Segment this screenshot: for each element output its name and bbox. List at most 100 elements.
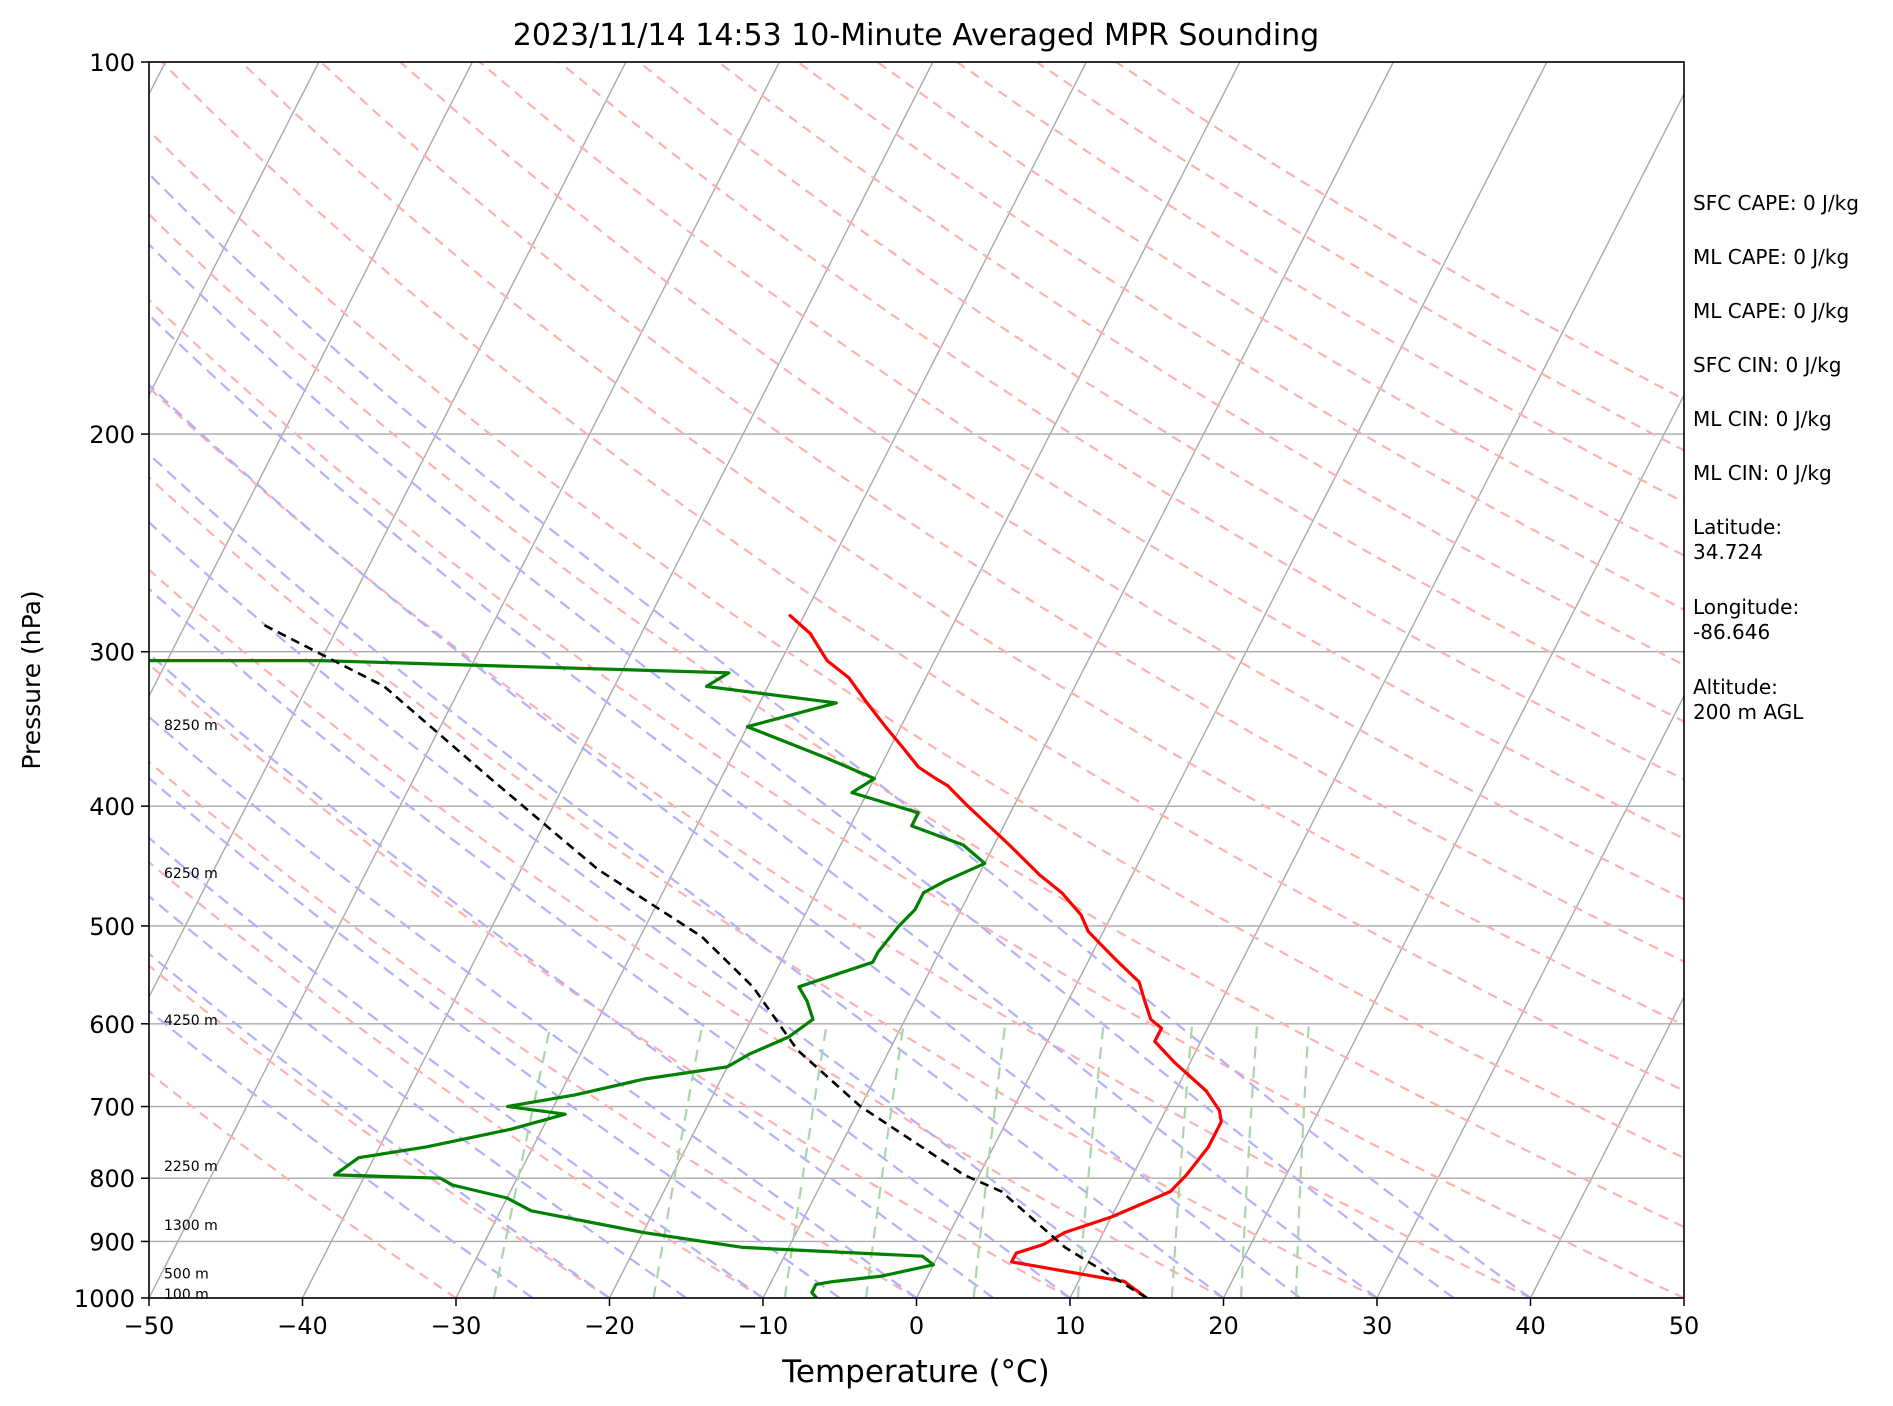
moist-adiabat-line: [149, 452, 1225, 1298]
x-tick-label: −30: [431, 1312, 482, 1340]
isotherm-line: [149, 62, 627, 999]
height-label: 2250 m: [164, 1159, 218, 1175]
stats-annotation: SFC CIN: 0 J/kg: [1693, 353, 1841, 377]
dry-adiabat-line: [797, 62, 1684, 611]
dry-adiabat-line: [161, 62, 1684, 1092]
stats-annotation-line: 34.724: [1693, 540, 1763, 564]
y-axis-label: Pressure (hPa): [17, 590, 46, 769]
isotherm-line: [149, 62, 320, 397]
stats-annotation-line: Longitude:: [1693, 595, 1799, 619]
x-axis-label: Temperature (°C): [781, 1354, 1050, 1390]
stats-annotation-line: ML CIN: 0 J/kg: [1693, 407, 1832, 431]
height-label: 8250 m: [164, 718, 218, 734]
mixing-ratio-line: [492, 1023, 552, 1298]
stats-annotation-line: -86.646: [1693, 620, 1770, 644]
stats-annotation: Longitude: -86.646: [1693, 595, 1799, 644]
stats-annotation: ML CIN: 0 J/kg: [1693, 407, 1832, 431]
y-axis-ticks: 100 200 300 400 500 600 700 800 900 1000: [74, 49, 149, 1313]
isotherm-line: [1222, 393, 1684, 1298]
dry-adiabat-line: [149, 386, 1531, 1298]
mixing-ratio-line: [1076, 1023, 1105, 1298]
isotherm-line: [608, 62, 1241, 1298]
stats-annotation-line: Altitude:: [1693, 675, 1778, 699]
dry-adiabat-line: [876, 62, 1684, 557]
y-tick-label: 500: [89, 913, 135, 941]
isotherm-line: [455, 62, 1087, 1298]
moist-adiabat-line: [149, 172, 1532, 1298]
y-tick-label: 700: [89, 1094, 135, 1122]
dry-adiabat-line: [149, 964, 611, 1298]
y-tick-label: 900: [89, 1228, 135, 1256]
mixing-ratio-line: [972, 1023, 1007, 1298]
dry-adiabat-line: [149, 212, 1684, 1229]
dry-adiabat-line: [149, 860, 764, 1298]
dry-adiabat-line: [558, 62, 1684, 781]
moist-adiabat-line: [149, 652, 994, 1298]
series-group: [149, 613, 1223, 1298]
x-tick-label: 50: [1669, 1312, 1700, 1340]
x-tick-label: 40: [1515, 1312, 1546, 1340]
y-tick-label: 200: [89, 421, 135, 449]
y-tick-label: 1000: [74, 1285, 135, 1313]
moist-adiabat-line: [149, 520, 1148, 1298]
isotherm-line: [1069, 92, 1684, 1298]
x-axis-ticks: −50 −40 −30 −20 −10 0 10 20 30 40 50: [124, 1298, 1700, 1340]
stats-annotations: SFC CAPE: 0 J/kg ML CAPE: 0 J/kg ML CAPE: …: [1693, 191, 1859, 724]
stats-annotation-line: 200 m AGL: [1693, 700, 1804, 724]
dry-adiabat-line: [320, 62, 1684, 963]
stats-annotation-line: SFC CIN: 0 J/kg: [1693, 353, 1841, 377]
dry-adiabat-line: [638, 62, 1684, 723]
dry-adiabat-line: [149, 298, 1684, 1298]
height-label: 6250 m: [164, 866, 218, 882]
x-tick-label: 0: [909, 1312, 924, 1340]
stats-annotation: Altitude: 200 m AGL: [1693, 675, 1804, 724]
x-tick-label: −50: [124, 1312, 175, 1340]
x-tick-label: 20: [1208, 1312, 1239, 1340]
stats-annotation: ML CIN: 0 J/kg: [1693, 461, 1832, 485]
isotherm-line: [762, 62, 1394, 1298]
dry-adiabat-line: [149, 568, 1225, 1298]
y-tick-label: 300: [89, 639, 135, 667]
x-tick-label: −40: [277, 1312, 328, 1340]
chart-title: 2023/11/14 14:53 10-Minute Averaged MPR …: [513, 18, 1319, 53]
isotherm-line: [1529, 995, 1684, 1298]
parcel-line: [261, 623, 1148, 1298]
height-label: 500 m: [164, 1266, 209, 1282]
stats-annotation-line: ML CAPE: 0 J/kg: [1693, 245, 1849, 269]
stats-annotation: ML CAPE: 0 J/kg: [1693, 245, 1849, 269]
stats-annotation-line: ML CAPE: 0 J/kg: [1693, 299, 1849, 323]
mixing-ratio-line: [652, 1023, 704, 1298]
temperature-line: [788, 613, 1223, 1298]
background-lines: [149, 62, 1684, 1298]
isotherm-line: [149, 62, 473, 698]
height-label: 4250 m: [164, 1013, 218, 1029]
dry-adiabat-line: [149, 662, 1071, 1298]
stats-annotation: ML CAPE: 0 J/kg: [1693, 299, 1849, 323]
stats-annotation: Latitude: 34.724: [1693, 515, 1782, 564]
height-labels: 100 m 500 m 1300 m 2250 m 4250 m 6250 m 8250 m: [164, 718, 218, 1303]
moist-adiabat-line: [149, 242, 1455, 1298]
dry-adiabat-line: [149, 129, 1684, 1160]
x-tick-label: 30: [1362, 1312, 1393, 1340]
height-label: 100 m: [164, 1287, 209, 1303]
height-label: 1300 m: [164, 1218, 218, 1234]
isotherm-line: [915, 62, 1548, 1298]
isotherm-line: [1376, 694, 1684, 1298]
x-tick-label: −10: [738, 1312, 789, 1340]
dewpoint-line: [149, 659, 987, 1298]
isotherm-line: [301, 62, 934, 1298]
moist-adiabat-line: [149, 587, 1071, 1298]
moist-adiabat-line: [149, 313, 1378, 1298]
y-tick-label: 100: [89, 49, 135, 77]
isotherm-line: [149, 62, 780, 1298]
mixing-ratio-line: [783, 1023, 828, 1298]
stats-annotation: SFC CAPE: 0 J/kg: [1693, 191, 1859, 215]
moist-adiabat-line: [149, 383, 1301, 1298]
y-tick-label: 400: [89, 793, 135, 821]
stats-annotation-line: ML CIN: 0 J/kg: [1693, 461, 1832, 485]
y-tick-label: 600: [89, 1011, 135, 1039]
mixing-ratio-line: [1170, 1023, 1194, 1298]
moist-adiabat-line: [149, 894, 687, 1298]
